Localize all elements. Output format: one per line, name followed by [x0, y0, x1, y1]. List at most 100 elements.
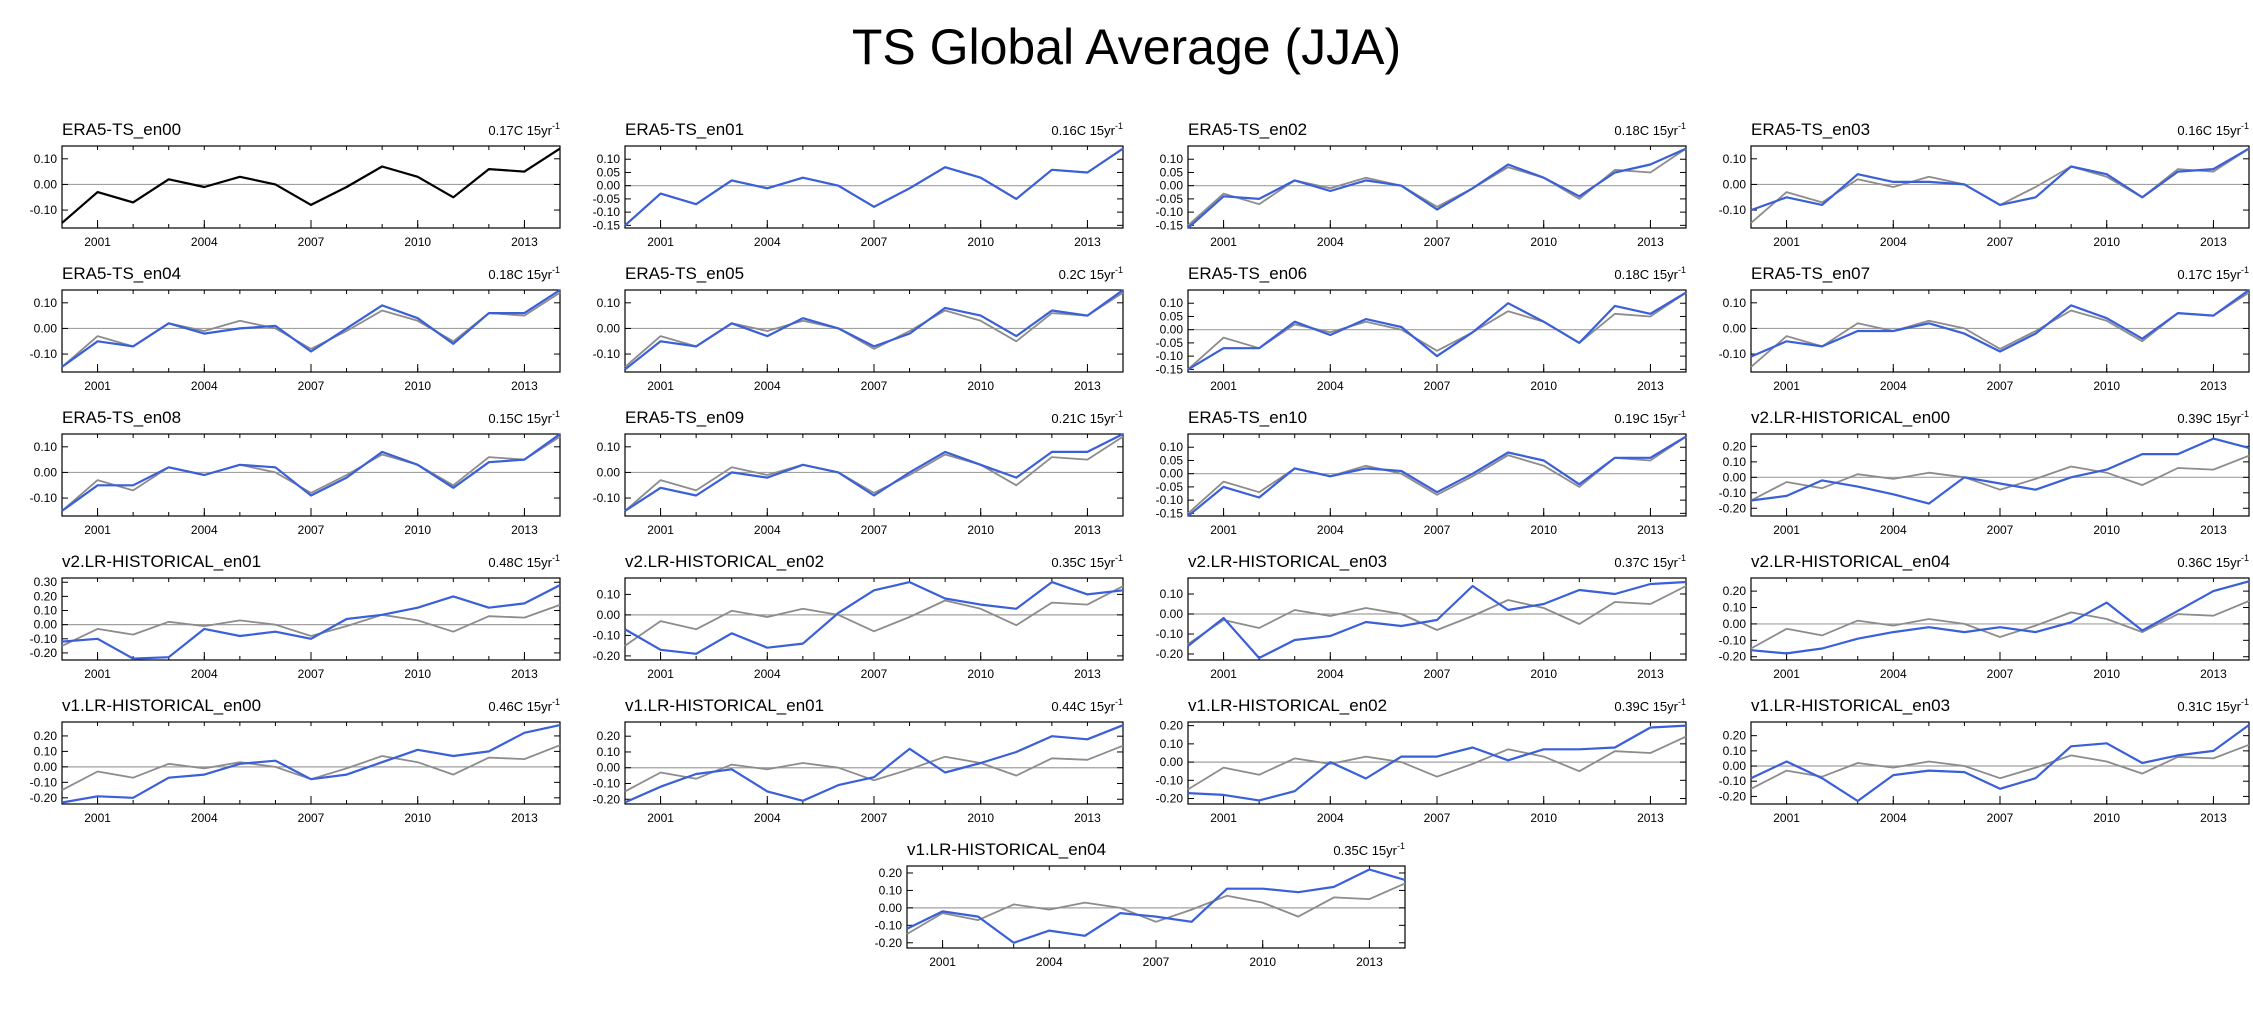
x-tick-label: 2013 — [1074, 811, 1101, 825]
panel-plot: ERA5-TS_en01 0.16C 15yr-1-0.15-0.10-0.050… — [593, 120, 1124, 249]
x-tick-label: 2004 — [1880, 523, 1907, 537]
trend-label: 0.16C 15yr-1 — [1051, 121, 1123, 138]
panel-title: v2.LR-HISTORICAL_en00 — [1751, 408, 1950, 427]
plot-frame — [906, 865, 1406, 949]
x-tick-label: 2007 — [1424, 811, 1451, 825]
panel-title: v1.LR-HISTORICAL_en03 — [1751, 696, 1950, 715]
x-tick-label: 2004 — [1317, 235, 1344, 249]
member-series-line — [1187, 580, 1687, 660]
x-tick-label: 2004 — [1036, 955, 1063, 969]
y-tick-label: -0.10 — [1719, 347, 1747, 361]
trend-label: 0.18C 15yr-1 — [1614, 121, 1686, 138]
reference-series-line — [1750, 147, 2250, 224]
x-tick-label: 2007 — [861, 667, 888, 681]
x-tick-label: 2004 — [1317, 811, 1344, 825]
reference-series-line — [61, 291, 561, 368]
x-tick-label: 2013 — [2200, 235, 2227, 249]
y-tick-label: 0.00 — [597, 321, 621, 335]
obs-series-line — [61, 147, 561, 224]
y-tick-label: 0.20 — [1723, 729, 1747, 743]
x-tick-label: 2007 — [1987, 235, 2014, 249]
x-tick-label: 2013 — [2200, 523, 2227, 537]
panel-title: v2.LR-HISTORICAL_en03 — [1188, 552, 1387, 571]
chart-panel: v1.LR-HISTORICAL_en02 0.39C 15yr-1 -0.20 -0… — [1141, 694, 1704, 834]
chart-panel: v1.LR-HISTORICAL_en00 0.46C 15yr-1 -0.20 -0… — [15, 694, 578, 834]
member-series-line — [61, 289, 561, 368]
panel-plot: v1.LR-HISTORICAL_en04 0.35C 15yr-1 -0.20 -0… — [875, 840, 1406, 969]
x-tick-label: 2004 — [191, 523, 218, 537]
plot-frame — [61, 433, 561, 517]
chart-panel: v2.LR-HISTORICAL_en03 0.37C 15yr-1 -0.20 -0… — [1141, 550, 1704, 690]
chart-panel: v2.LR-HISTORICAL_en04 0.36C 15yr-1 -0.20 -0… — [1704, 550, 2253, 690]
plot-frame — [1750, 289, 2250, 373]
trend-label: 0.18C 15yr-1 — [1614, 265, 1686, 282]
x-tick-label: 2010 — [2093, 523, 2120, 537]
y-tick-label: 0.00 — [34, 618, 58, 632]
x-tick-label: 2007 — [298, 811, 325, 825]
chart-panel: ERA5-TS_en01 0.16C 15yr-1 -0.15 -0.10 -0.05 0… — [578, 118, 1141, 258]
x-tick-label: 2001 — [84, 379, 111, 393]
member-series-line — [1750, 724, 2250, 803]
reference-series-line — [1187, 147, 1687, 227]
x-tick-label: 2010 — [1249, 955, 1276, 969]
member-series-line — [624, 147, 1124, 227]
panel-title: v1.LR-HISTORICAL_en02 — [1188, 696, 1387, 715]
x-tick-label: 2007 — [861, 523, 888, 537]
y-tick-label: 0.00 — [1723, 759, 1747, 773]
panel-title: v2.LR-HISTORICAL_en01 — [62, 552, 261, 571]
x-tick-label: 2001 — [1210, 667, 1237, 681]
chart-panel: ERA5-TS_en06 0.18C 15yr-1 -0.15 -0.10 -0.05 0… — [1141, 262, 1704, 402]
x-tick-label: 2010 — [404, 523, 431, 537]
trend-label: 0.39C 15yr-1 — [1614, 697, 1686, 714]
trend-label: 0.15C 15yr-1 — [488, 409, 560, 426]
y-tick-label: 0.10 — [34, 744, 58, 758]
trend-label: 0.39C 15yr-1 — [2177, 409, 2249, 426]
y-tick-label: 0.30 — [34, 575, 58, 589]
y-tick-label: 0.05 — [1160, 165, 1184, 179]
reference-series-line — [1750, 743, 2250, 790]
member-series-line — [1187, 291, 1687, 371]
x-tick-label: 2001 — [929, 955, 956, 969]
panel-plot: v2.LR-HISTORICAL_en04 0.36C 15yr-1 -0.20 -0… — [1719, 552, 2250, 681]
x-tick-label: 2007 — [861, 811, 888, 825]
x-tick-label: 2001 — [1773, 811, 1800, 825]
member-series-line — [624, 433, 1124, 512]
member-series-line — [1750, 437, 2250, 505]
x-tick-label: 2007 — [1987, 379, 2014, 393]
panel-plot: ERA5-TS_en08 0.15C 15yr-1 -0.10 0.00 0.10 200… — [30, 408, 561, 537]
member-series-line — [1750, 580, 2250, 655]
y-tick-label: -0.20 — [1719, 789, 1747, 803]
x-tick-label: 2001 — [1773, 379, 1800, 393]
plot-frame — [624, 433, 1124, 517]
panel-plot: ERA5-TS_en03 0.16C 15yr-1 -0.10 0.00 0.10 200… — [1719, 120, 2250, 249]
panel-title: ERA5-TS_en08 — [62, 408, 181, 427]
y-tick-label: 0.20 — [1723, 584, 1747, 598]
y-tick-label: -0.10 — [875, 918, 903, 932]
panel-title: ERA5-TS_en00 — [62, 120, 181, 139]
member-series-line — [1187, 724, 1687, 802]
plot-frame — [1187, 289, 1687, 373]
x-tick-label: 2001 — [84, 811, 111, 825]
trend-label: 0.35C 15yr-1 — [1333, 841, 1405, 858]
x-tick-label: 2013 — [1074, 667, 1101, 681]
y-tick-label: 0.20 — [34, 589, 58, 603]
x-tick-label: 2001 — [84, 235, 111, 249]
y-tick-label: 0.10 — [597, 296, 621, 310]
panel-plot: v1.LR-HISTORICAL_en00 0.46C 15yr-1 -0.20 -0… — [30, 696, 561, 825]
y-tick-label: 0.10 — [1723, 601, 1747, 615]
x-tick-label: 2001 — [647, 235, 674, 249]
chart-panel: v1.LR-HISTORICAL_en03 0.31C 15yr-1 -0.20 -0… — [1704, 694, 2253, 834]
x-tick-label: 2010 — [967, 667, 994, 681]
panel-title: ERA5-TS_en04 — [62, 264, 181, 283]
x-tick-label: 2001 — [1210, 811, 1237, 825]
trend-label: 0.46C 15yr-1 — [488, 697, 560, 714]
trend-label: 0.18C 15yr-1 — [488, 265, 560, 282]
y-tick-label: 0.00 — [597, 179, 621, 193]
y-tick-label: -0.10 — [1156, 205, 1184, 219]
reference-series-line — [624, 291, 1124, 368]
y-tick-label: -0.05 — [1156, 192, 1184, 206]
panel-plot: ERA5-TS_en00 0.17C 15yr-1 -0.10 0.00 0.10 200… — [30, 120, 561, 249]
y-tick-label: -0.10 — [1719, 203, 1747, 217]
x-tick-label: 2010 — [2093, 811, 2120, 825]
x-tick-label: 2010 — [2093, 379, 2120, 393]
